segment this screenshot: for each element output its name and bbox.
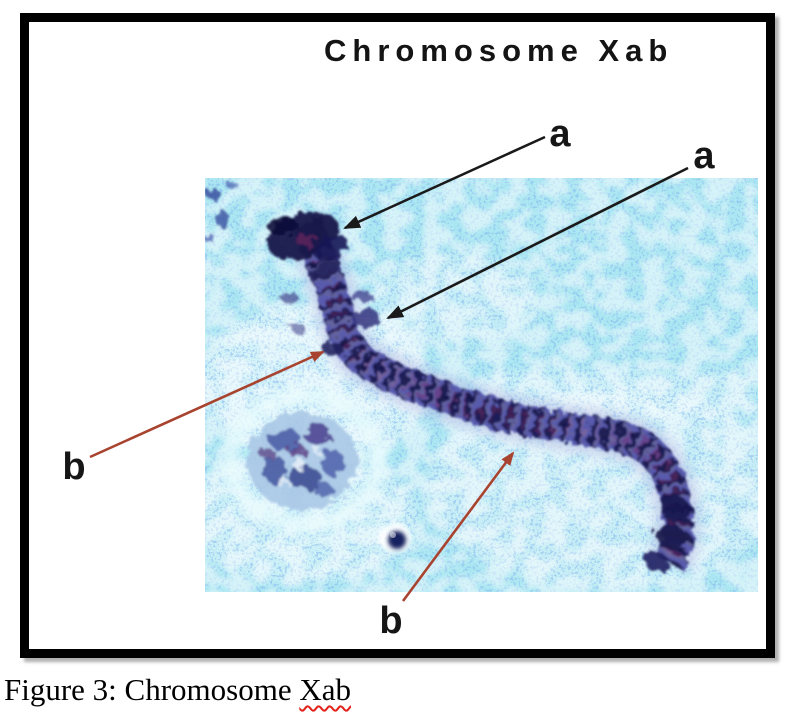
caption-text: Figure 3: Chromosome <box>4 672 300 707</box>
chromosome-body <box>267 212 701 574</box>
misspelled-word[interactable]: Xab <box>299 672 352 707</box>
dark-dot <box>378 524 412 552</box>
nucleus-blob <box>247 412 357 510</box>
chromatin-fragments <box>205 181 305 333</box>
chromosome-micrograph <box>205 178 758 592</box>
figure-title: Chromosome Xab <box>324 33 674 68</box>
chromosome-top-blob <box>267 212 348 282</box>
figure-caption: Figure 3: Chromosome Xab <box>4 672 351 708</box>
